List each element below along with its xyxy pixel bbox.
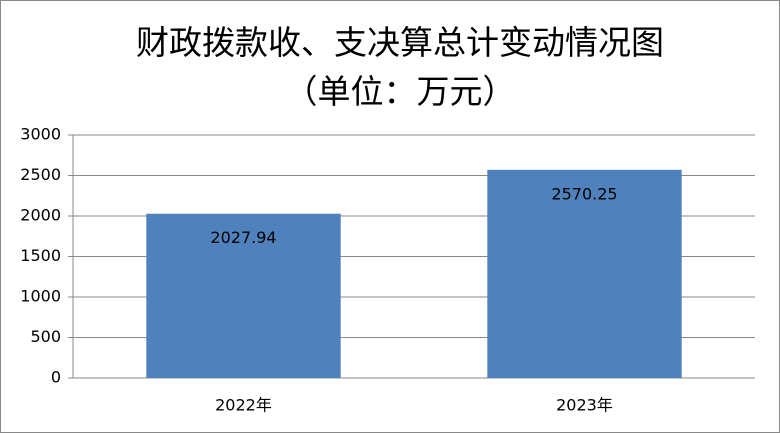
bar (146, 213, 341, 378)
chart-subtitle: （单位：万元） (285, 72, 516, 111)
y-tick-label: 2500 (20, 165, 61, 184)
x-tick-label: 2023年 (556, 396, 613, 415)
data-label: 2027.94 (210, 228, 276, 247)
y-tick-label: 0 (51, 368, 61, 387)
y-tick-label: 1500 (20, 246, 61, 265)
y-tick-label: 500 (30, 327, 61, 346)
y-tick-label: 1000 (20, 287, 61, 306)
chart-title: 财政拨款收、支决算总计变动情况图 (136, 23, 664, 62)
y-tick-label: 3000 (20, 125, 61, 144)
bar (487, 169, 682, 378)
y-tick-label: 2000 (20, 206, 61, 225)
x-tick-label: 2022年 (215, 396, 272, 415)
data-label: 2570.25 (551, 184, 617, 203)
